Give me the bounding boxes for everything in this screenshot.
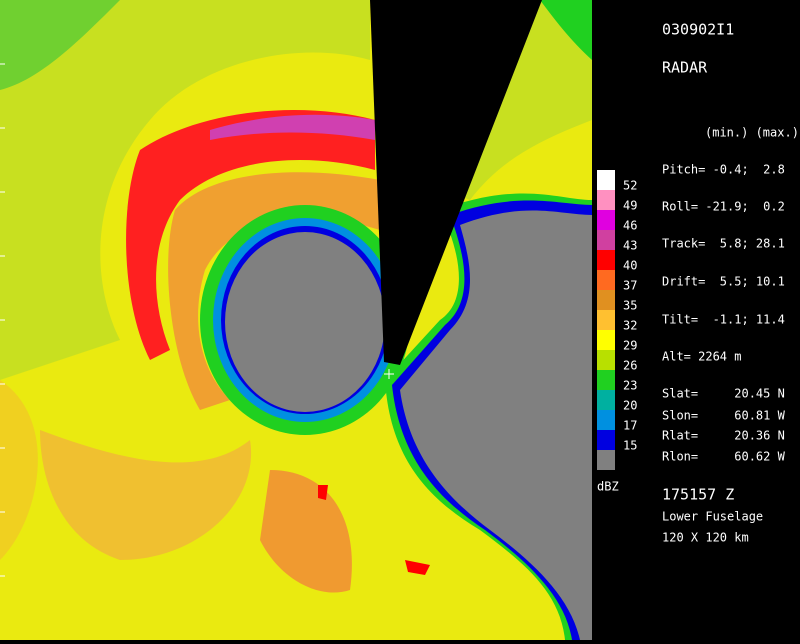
stat-line: Tilt= -1.1; 11.4 <box>662 313 785 327</box>
position-line: Rlat= 20.36 N <box>662 429 785 443</box>
time: 175157 Z <box>662 486 734 504</box>
colorbar-swatch <box>597 210 615 230</box>
colorbar-label: 43 <box>623 239 637 253</box>
colorbar-swatch <box>597 190 615 210</box>
colorbar-label: 17 <box>623 419 637 433</box>
colorbar-swatch <box>597 390 615 410</box>
radar-image <box>0 0 592 641</box>
colorbar-swatch <box>597 170 615 190</box>
colorbar-label: 52 <box>623 179 637 193</box>
colorbar-swatch <box>597 430 615 450</box>
stat-line: Drift= 5.5; 10.1 <box>662 275 785 289</box>
colorbar-swatch <box>597 270 615 290</box>
colorbar-label: 23 <box>623 379 637 393</box>
flight-stats: Pitch= -0.4; 2.8 Roll= -21.9; 0.2 Track= 5… <box>662 163 786 464</box>
stat-line: Alt= 2264 m <box>662 350 741 364</box>
colorbar-unit: dBZ <box>597 480 619 494</box>
colorbar-label: 32 <box>623 319 637 333</box>
colorbar-swatch <box>597 250 615 270</box>
stats-heading: (min.) (max.) <box>705 126 799 140</box>
colorbar-label: 15 <box>623 439 637 453</box>
stat-line: Roll= -21.9; 0.2 <box>662 200 785 214</box>
colorbar-swatch <box>597 230 615 250</box>
colorbar: 52 49 46 43 40 37 35 32 29 26 23 20 17 15 <box>597 170 637 470</box>
colorbar-swatch <box>597 290 615 310</box>
colorbar-label: 20 <box>623 399 637 413</box>
colorbar-swatch <box>597 370 615 390</box>
domain-size: 120 X 120 km <box>662 531 749 545</box>
colorbar-swatch <box>597 350 615 370</box>
colorbar-label: 49 <box>623 199 637 213</box>
flight-id: 030902I1 <box>662 21 734 39</box>
colorbar-label: 29 <box>623 339 637 353</box>
position-line: Slat= 20.45 N <box>662 387 785 401</box>
colorbar-label: 26 <box>623 359 637 373</box>
position-line: Rlon= 60.62 W <box>662 450 786 464</box>
product-name: RADAR <box>662 59 708 77</box>
colorbar-label: 37 <box>623 279 637 293</box>
colorbar-label: 40 <box>623 259 637 273</box>
colorbar-label: 46 <box>623 219 637 233</box>
stat-line: Pitch= -0.4; 2.8 <box>662 163 785 177</box>
antenna: Lower Fuselage <box>662 510 763 524</box>
stat-line: Track= 5.8; 28.1 <box>662 237 785 251</box>
colorbar-label: 35 <box>623 299 637 313</box>
colorbar-swatch <box>597 410 615 430</box>
colorbar-swatch <box>597 310 615 330</box>
position-line: Slon= 60.81 W <box>662 409 786 423</box>
colorbar-swatch <box>597 330 615 350</box>
colorbar-swatch <box>597 450 615 470</box>
